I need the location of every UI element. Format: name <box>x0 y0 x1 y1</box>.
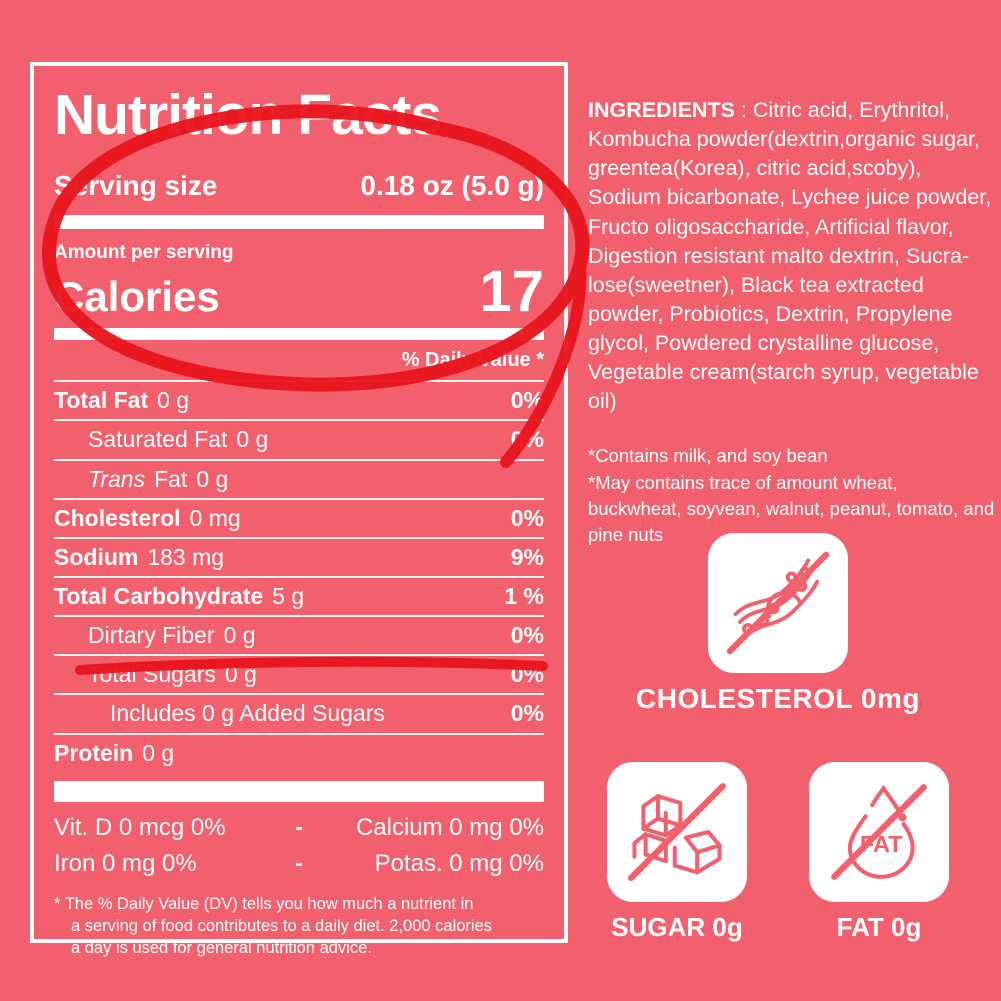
cholesterol-badge-label: CHOLESTEROL 0mg <box>636 683 920 714</box>
badge-square <box>607 762 747 902</box>
nutrient-amount: 5 g <box>272 583 305 610</box>
allergen-line: *May contains trace of amount wheat, buc… <box>588 471 995 546</box>
nutrient-row-dietary-fiber: Dirtary Fiber 0 g 0% <box>54 615 544 654</box>
nutrient-amount: 183 mg <box>147 543 225 570</box>
sugar-free-badge: SUGAR 0g <box>606 762 748 943</box>
nutrient-name: Includes 0 g Added Sugars <box>110 700 385 727</box>
vitamin-row-1: Vit. D 0 mcg 0% - Calcium 0 mg 0% <box>54 810 544 846</box>
cholesterol-free-badge: CHOLESTEROL 0mg <box>636 533 919 715</box>
serving-size-value: 0.18 oz (5.0 g) <box>360 170 544 202</box>
nutrient-amount: 0 g <box>236 426 269 453</box>
no-sugar-icon <box>628 783 727 882</box>
nutrient-dv: 0% <box>510 661 544 688</box>
fat-free-badge: FAT FAT 0g <box>807 762 951 943</box>
footnote-line: * The % Daily Value (DV) tells you how m… <box>54 894 474 913</box>
nutrient-dv: 0% <box>510 700 544 727</box>
nutrient-row-protein: Protein 0 g <box>54 732 544 772</box>
nutrient-name: Saturated Fat <box>88 426 228 453</box>
nutrient-name: Total Sugars <box>88 661 216 688</box>
vitamin-left: Vit. D 0 mcg 0% <box>54 813 226 841</box>
sugar-badge-label: SUGAR 0g <box>611 912 743 942</box>
nutrient-row-cholesterol: Cholesterol 0 mg 0% <box>54 497 544 537</box>
vitamin-left: Iron 0 mg 0% <box>54 849 197 877</box>
serving-size-row: Serving size 0.18 oz (5.0 g) <box>54 170 544 202</box>
nutrient-name: Dirtary Fiber <box>88 622 215 649</box>
nutrient-dv: 0% <box>510 622 544 649</box>
no-cholesterol-icon <box>726 551 830 655</box>
footnote-line: a serving of food contributes to a daily… <box>71 916 492 935</box>
vitamin-row-2: Iron 0 mg 0% - Potas. 0 mg 0% <box>54 846 544 882</box>
badge-square <box>708 533 848 673</box>
nutrient-dv: 1 % <box>504 583 544 610</box>
nutrient-amount: 0 g <box>157 387 190 414</box>
nutrient-row-saturated-fat: Saturated Fat 0 g 0% <box>54 419 544 458</box>
amount-per-serving-label: Amount per serving <box>54 242 234 264</box>
allergen-line: *Contains milk, and soy bean <box>588 445 828 467</box>
nutrient-row-total-carbohydrate: Total Carbohydrate 5 g 1 % <box>54 576 544 615</box>
nutrient-row-added-sugars: Includes 0 g Added Sugars 0% <box>54 693 544 732</box>
daily-value-header: % Daily Value * <box>401 349 544 372</box>
calories-row: Calories 17 <box>54 259 544 325</box>
vitamin-right: Calcium 0 mg 0% <box>355 813 544 841</box>
nutrient-name: Sodium <box>54 543 139 570</box>
calories-label: Calories <box>54 273 220 321</box>
vitamin-dash: - <box>295 813 303 841</box>
nutrient-row-trans-fat: Trans Fat 0 g <box>54 458 544 498</box>
vitamin-dash: - <box>295 849 303 877</box>
nutrition-facts-label: Nutrition Facts Serving size 0.18 oz (5.… <box>30 62 568 957</box>
ingredients-text: : Citric acid, Erythritol, Kombucha powd… <box>588 98 992 414</box>
nutrient-name: Total Fat <box>54 387 149 414</box>
fat-badge-label: FAT 0g <box>836 912 922 942</box>
nutrient-amount: 0 g <box>196 465 229 492</box>
calories-value: 17 <box>479 259 544 325</box>
nutrient-name: Total Carbohydrate <box>54 583 264 610</box>
allergen-note: *Contains milk, and soy bean *May contai… <box>588 443 996 548</box>
nutrient-dv: 9% <box>510 543 544 570</box>
nutrient-name-italic: Trans <box>88 465 146 492</box>
daily-value-footnote: * The % Daily Value (DV) tells you how m… <box>54 894 544 960</box>
nutrition-facts-title: Nutrition Facts <box>54 83 442 147</box>
nutrient-amount: 0 mg <box>189 504 241 531</box>
divider-bar <box>54 215 544 230</box>
divider-bar <box>54 328 544 341</box>
nutrient-dv: 0% <box>510 504 544 531</box>
nutrient-dv: 0% <box>510 426 544 453</box>
vitamin-right: Potas. 0 mg 0% <box>374 849 544 877</box>
nutrient-row-sodium: Sodium 183 mg 9% <box>54 536 544 576</box>
serving-size-label: Serving size <box>54 170 218 202</box>
ingredients-paragraph: INGREDIENTS : Citric acid, Erythritol, K… <box>588 96 996 416</box>
nutrient-amount: 0 g <box>224 661 257 688</box>
nutrient-dv: 0% <box>510 387 544 414</box>
no-fat-icon: FAT <box>831 784 927 880</box>
nutrient-amount: 0 g <box>223 622 256 649</box>
right-column: INGREDIENTS : Citric acid, Erythritol, K… <box>588 96 996 548</box>
nutrient-name: Fat <box>154 465 188 492</box>
footnote-line: a day is used for general nutrition advi… <box>71 938 372 957</box>
nutrient-amount: 0 g <box>142 739 175 766</box>
ingredients-heading: INGREDIENTS <box>588 98 735 122</box>
nutrient-row-total-fat: Total Fat 0 g 0% <box>54 380 544 419</box>
badge-square: FAT <box>809 762 949 902</box>
nutrient-row-total-sugars: Total Sugars 0 g 0% <box>54 654 544 693</box>
divider-bar <box>54 780 544 802</box>
nutrient-name: Protein <box>54 739 134 766</box>
nutrient-name: Cholesterol <box>54 504 181 531</box>
